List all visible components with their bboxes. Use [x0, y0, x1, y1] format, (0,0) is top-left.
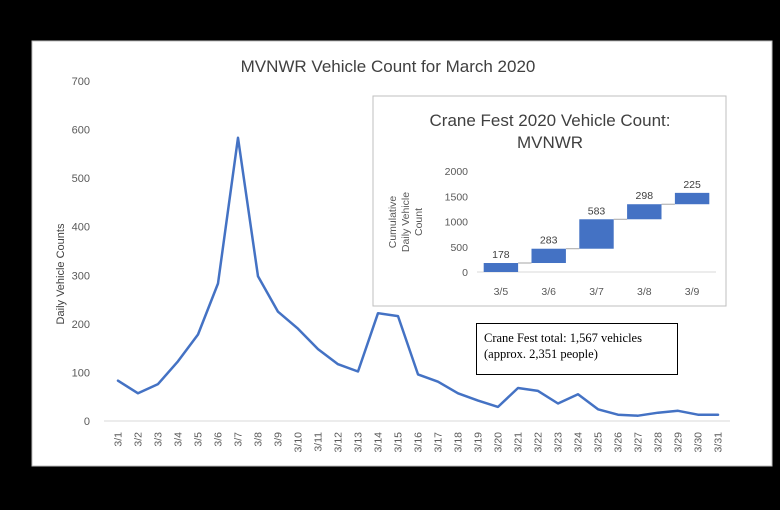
x-tick-label: 3/5 — [193, 432, 205, 447]
x-tick-label: 3/9 — [273, 432, 285, 447]
inset-y-tick-label: 0 — [462, 267, 468, 279]
x-tick-label: 3/13 — [353, 432, 365, 453]
x-tick-label: 3/31 — [713, 432, 725, 453]
bar-value-label: 178 — [492, 249, 510, 261]
inset-y-label-line: Cumulative — [387, 196, 399, 249]
x-tick-label: 3/24 — [573, 432, 585, 453]
bar-value-label: 225 — [683, 179, 701, 191]
x-axis-ticks: 3/1 3/2 3/3 3/4 3/5 3/6 3/7 3/8 3/9 3/10 3/11 3/12 3… — [113, 432, 725, 453]
x-tick-label: 3/6 — [213, 432, 225, 447]
chart-title: MVNWR Vehicle Count for March 2020 — [241, 57, 536, 76]
x-tick-label: 3/14 — [373, 432, 385, 453]
x-tick-label: 3/11 — [313, 432, 325, 452]
inset-chart-area — [372, 95, 727, 307]
inset-y-label-line: Count — [413, 208, 425, 236]
x-tick-label: 3/18 — [453, 432, 465, 453]
series-line — [116, 136, 720, 417]
x-tick-label: 3/12 — [333, 432, 345, 453]
inset-y-label-line: Daily Vehicle — [400, 192, 412, 252]
annotation-line-1: Crane Fest total: 1,567 vehicles — [484, 331, 642, 345]
x-tick-label: 3/1 — [113, 432, 125, 447]
annotation-line-2: (approx. 2,351 people) — [484, 347, 598, 361]
inset-title-line-2: MVNWR — [517, 133, 583, 152]
y-tick-label: 200 — [72, 319, 90, 331]
bar-value-label: 283 — [540, 235, 558, 247]
series-line-group — [116, 136, 720, 417]
inset-y-axis-label: Cumulative Daily Vehicle Count — [387, 192, 425, 252]
x-tick-label: 3/7 — [233, 432, 245, 447]
waterfall-bar — [674, 192, 710, 205]
y-tick-label: 700 — [72, 76, 90, 88]
inset-y-tick-label: 500 — [450, 242, 468, 254]
y-tick-label: 400 — [72, 222, 90, 234]
y-axis-ticks: 0 100 200 300 400 500 600 700 — [72, 76, 90, 428]
waterfall-bar — [483, 263, 519, 272]
y-tick-label: 0 — [84, 416, 90, 428]
x-tick-label: 3/4 — [173, 432, 185, 447]
x-tick-label: 3/17 — [433, 432, 445, 453]
inset-title-line-1: Crane Fest 2020 Vehicle Count: — [430, 111, 671, 130]
waterfall-bar — [531, 248, 566, 264]
x-tick-label: 3/26 — [613, 432, 625, 453]
bar-value-label: 298 — [636, 190, 654, 202]
inset-y-tick-label: 1000 — [445, 217, 469, 229]
x-tick-label: 3/21 — [513, 432, 525, 453]
x-tick-label: 3/3 — [153, 432, 165, 447]
waterfall-bar — [627, 204, 662, 220]
x-tick-label: 3/20 — [493, 432, 505, 453]
inset-x-axis-ticks: 3/5 3/6 3/7 3/8 3/9 — [494, 286, 700, 298]
inset-x-tick-label: 3/5 — [494, 286, 509, 298]
inset-y-axis-ticks: 0 500 1000 1500 2000 — [445, 166, 469, 279]
x-tick-label: 3/10 — [293, 432, 305, 453]
x-tick-label: 3/15 — [393, 432, 405, 453]
y-tick-label: 300 — [72, 270, 90, 282]
y-tick-label: 600 — [72, 125, 90, 137]
inset-bars: 178 283 583 298 225 — [483, 179, 710, 272]
x-tick-label: 3/2 — [133, 432, 145, 447]
inset-x-tick-label: 3/7 — [589, 286, 604, 298]
waterfall-bar — [579, 219, 614, 249]
bar-value-label: 583 — [588, 205, 606, 217]
x-tick-label: 3/28 — [653, 432, 665, 453]
x-tick-label: 3/23 — [553, 432, 565, 453]
x-tick-label: 3/19 — [473, 432, 485, 453]
y-tick-label: 100 — [72, 367, 90, 379]
x-tick-label: 3/29 — [673, 432, 685, 453]
y-axis-label: Daily Vehicle Counts — [55, 223, 67, 324]
inset-x-tick-label: 3/9 — [685, 286, 700, 298]
x-tick-label: 3/22 — [533, 432, 545, 453]
x-tick-label: 3/16 — [413, 432, 425, 453]
x-tick-label: 3/27 — [633, 432, 645, 453]
inset-y-tick-label: 2000 — [445, 166, 469, 178]
x-tick-label: 3/8 — [253, 432, 265, 447]
inset-x-tick-label: 3/8 — [637, 286, 652, 298]
x-tick-label: 3/30 — [693, 432, 705, 453]
x-tick-label: 3/25 — [593, 432, 605, 453]
y-tick-label: 500 — [72, 173, 90, 185]
inset-x-tick-label: 3/6 — [541, 286, 556, 298]
crane-fest-annotation: Crane Fest total: 1,567 vehicles (approx… — [476, 323, 678, 375]
inset-y-tick-label: 1500 — [445, 191, 469, 203]
